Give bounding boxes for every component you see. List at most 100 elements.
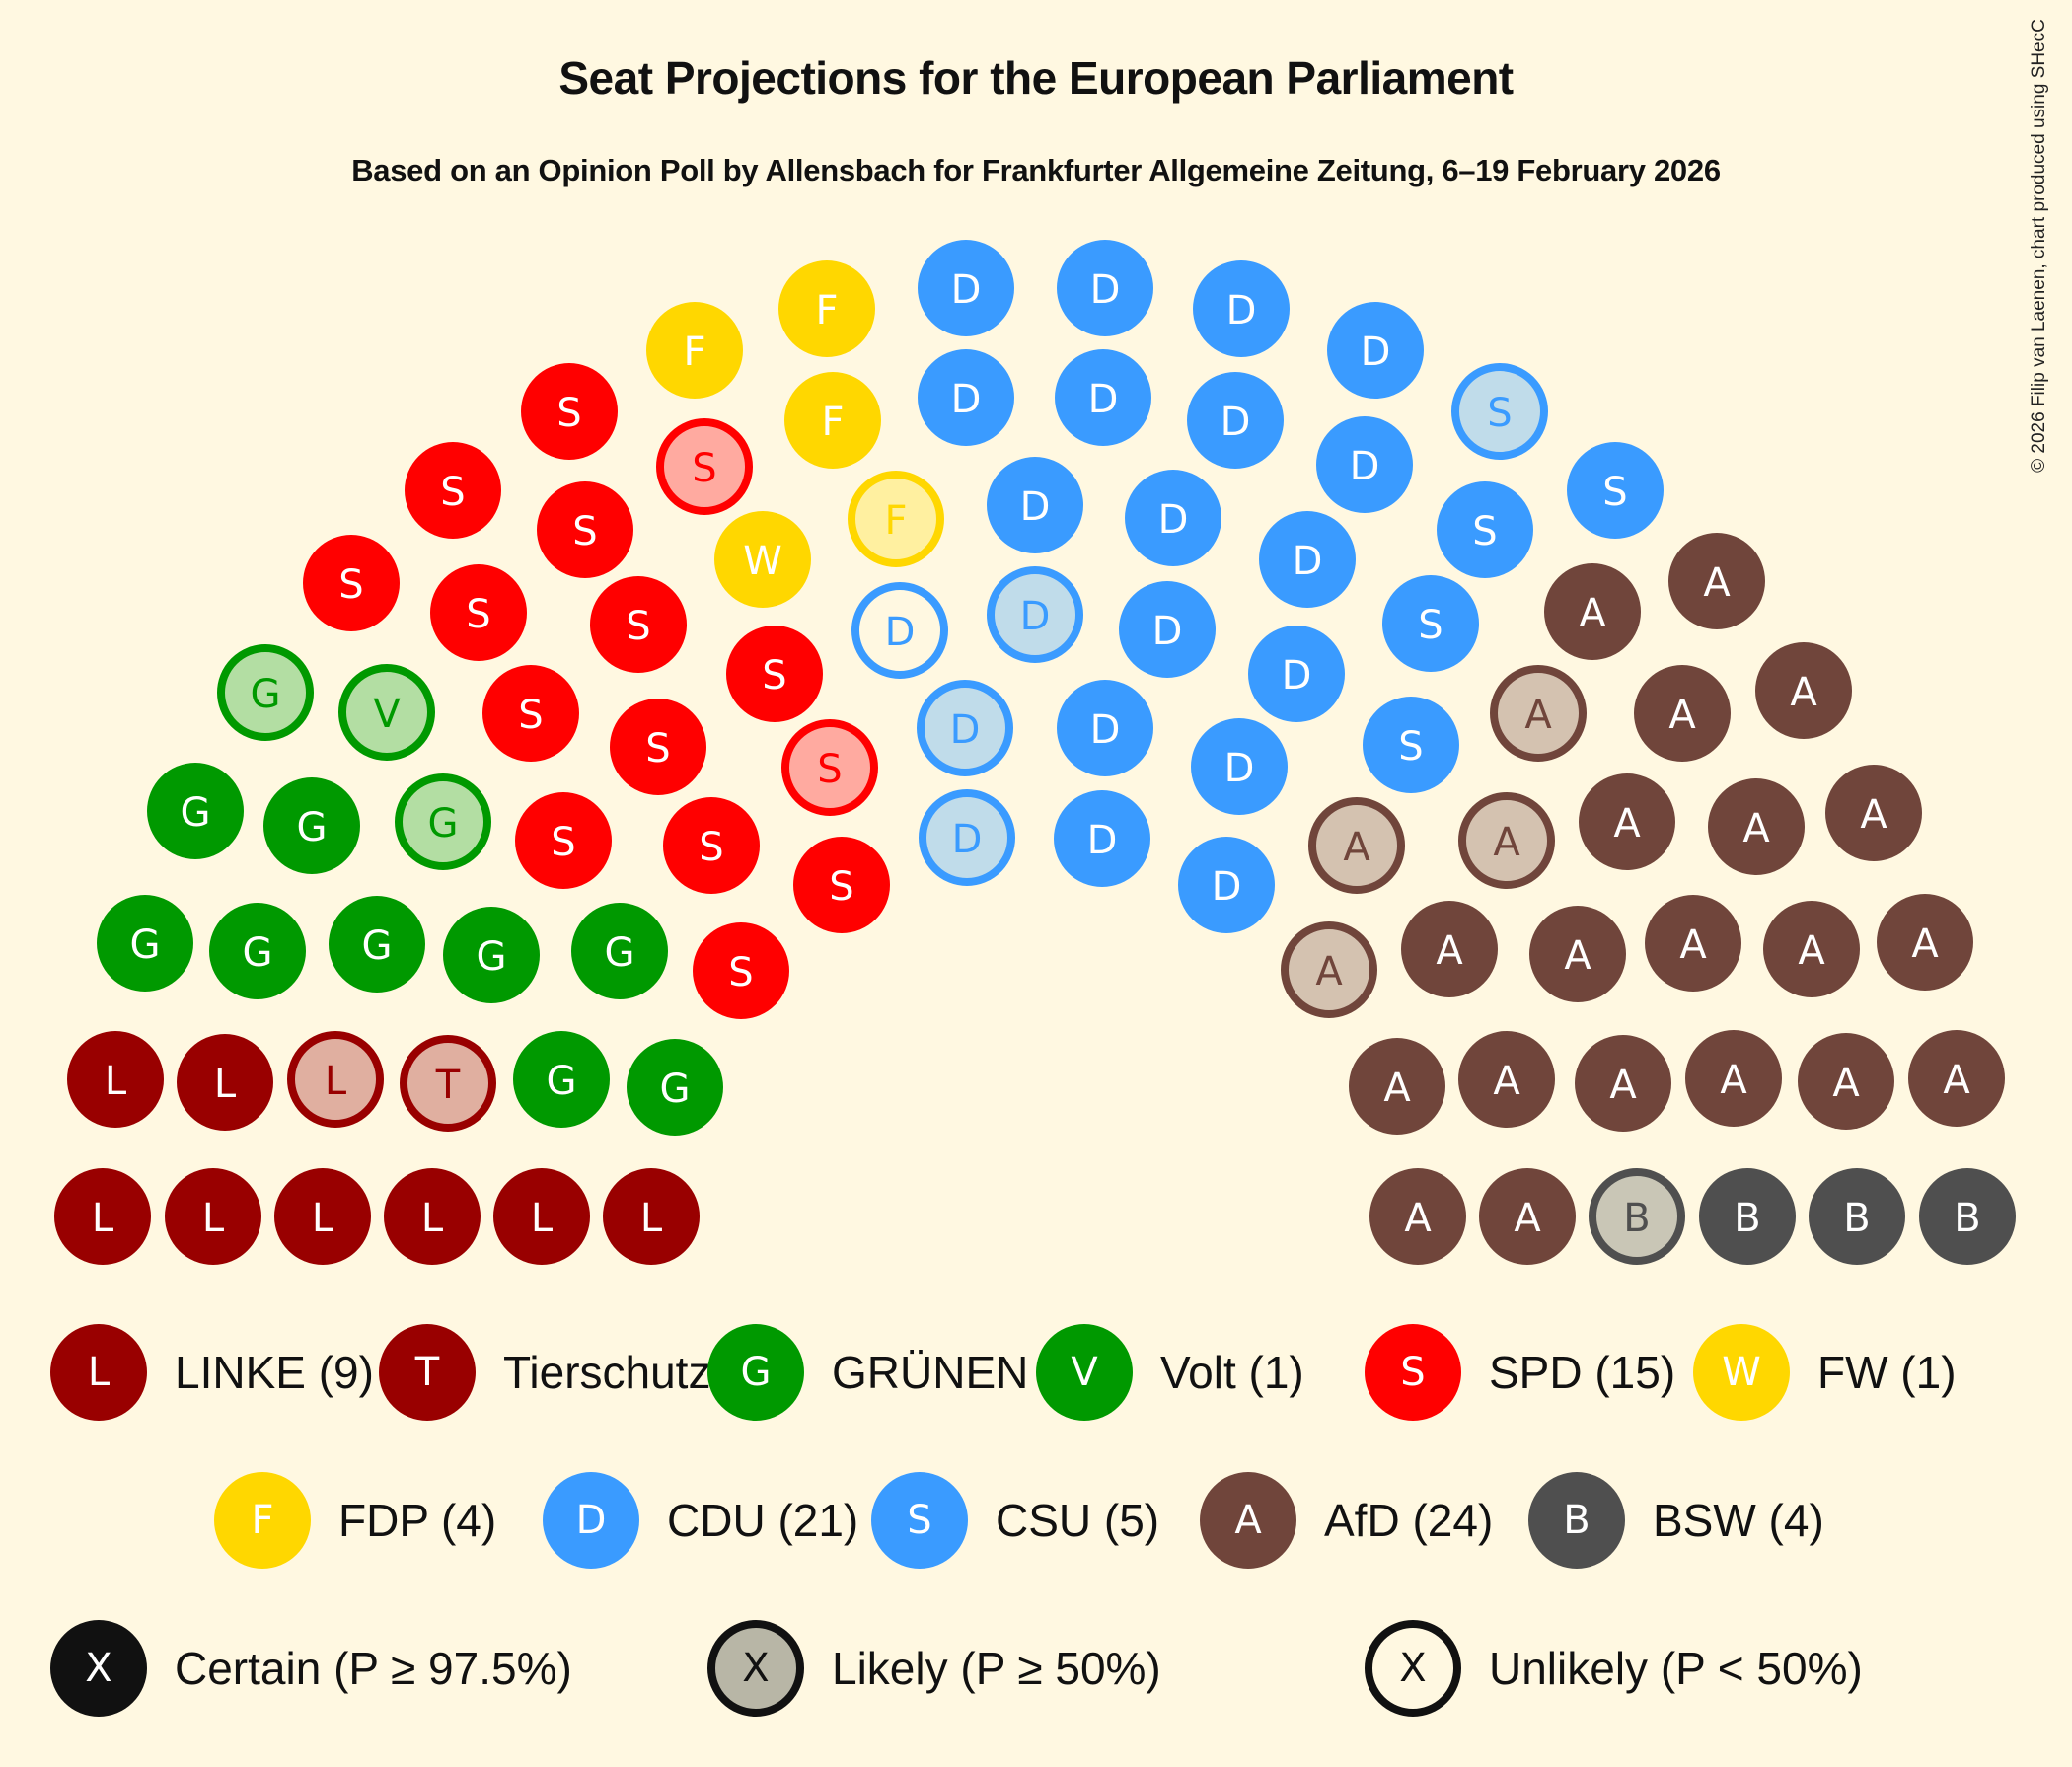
svg-text:G: G bbox=[362, 923, 393, 969]
svg-text:D: D bbox=[950, 707, 981, 753]
svg-text:S: S bbox=[1398, 724, 1423, 770]
seat-afd-likely: A bbox=[1458, 792, 1555, 889]
legend-item-csu: S CSU (5) bbox=[871, 1471, 1159, 1570]
svg-text:D: D bbox=[1350, 444, 1380, 489]
svg-text:D: D bbox=[1158, 497, 1189, 543]
legend-item-likely: X Likely (P ≥ 50%) bbox=[707, 1619, 1161, 1718]
seat-linke-certain: L bbox=[165, 1168, 261, 1265]
seat-spd-likely: S bbox=[656, 418, 753, 515]
svg-text:D: D bbox=[885, 610, 916, 655]
legend-dot-bsw: B bbox=[1528, 1472, 1625, 1569]
seat-gruenen-certain: G bbox=[571, 903, 668, 999]
legend-label: FW (1) bbox=[1817, 1347, 1957, 1398]
legend-dot-gruenen: G bbox=[707, 1324, 804, 1421]
seat-afd-certain: A bbox=[1634, 665, 1731, 762]
svg-text:A: A bbox=[1860, 792, 1887, 838]
chart-subtitle: Based on an Opinion Poll by Allensbach f… bbox=[351, 153, 1721, 187]
svg-text:A: A bbox=[1703, 560, 1731, 606]
svg-text:S: S bbox=[518, 693, 543, 738]
svg-text:S: S bbox=[699, 825, 723, 870]
legend-item-volt: V Volt (1) bbox=[1036, 1323, 1304, 1422]
svg-text:D: D bbox=[1090, 707, 1121, 753]
svg-text:A: A bbox=[1613, 801, 1641, 847]
seat-linke-certain: L bbox=[274, 1168, 371, 1265]
seat-afd-certain: A bbox=[1877, 894, 1973, 991]
seat-afd-certain: A bbox=[1458, 1031, 1555, 1128]
svg-text:G: G bbox=[547, 1059, 577, 1104]
legend-label: Likely (P ≥ 50%) bbox=[832, 1643, 1161, 1694]
seat-afd-certain: A bbox=[1755, 642, 1852, 739]
legend-label: BSW (4) bbox=[1653, 1495, 1824, 1546]
svg-text:B: B bbox=[1734, 1196, 1760, 1241]
seat-cdu-likely: D bbox=[919, 789, 1015, 886]
seat-spd-certain: S bbox=[693, 922, 789, 1019]
seat-gruenen-likely: G bbox=[395, 773, 491, 870]
seat-afd-certain: A bbox=[1529, 906, 1626, 1002]
svg-text:S: S bbox=[572, 509, 597, 554]
svg-text:L: L bbox=[105, 1059, 127, 1104]
seat-bsw-certain: B bbox=[1919, 1168, 2016, 1265]
seat-cdu-certain: D bbox=[987, 457, 1083, 553]
seat-spd-certain: S bbox=[590, 576, 687, 673]
svg-text:D: D bbox=[1282, 653, 1312, 699]
seat-cdu-certain: D bbox=[1057, 680, 1153, 776]
seat-afd-likely: A bbox=[1308, 797, 1405, 894]
seat-gruenen-certain: G bbox=[329, 896, 425, 993]
svg-text:D: D bbox=[1087, 818, 1118, 863]
seat-afd-certain: A bbox=[1708, 778, 1805, 875]
legend-dot-csu: S bbox=[871, 1472, 968, 1569]
svg-text:D: D bbox=[951, 377, 982, 422]
svg-text:S: S bbox=[626, 604, 650, 649]
legend-dot-cdu: D bbox=[543, 1472, 639, 1569]
seat-afd-likely: A bbox=[1490, 665, 1587, 762]
svg-text:A: A bbox=[1832, 1061, 1860, 1106]
legend-parties-row-1: L LINKE (9) T Tierschutz (1) G GRÜNEN (1… bbox=[0, 1323, 2072, 1422]
seat-cdu-certain: D bbox=[1187, 372, 1284, 469]
seat-afd-certain: A bbox=[1668, 533, 1765, 629]
svg-text:F: F bbox=[683, 330, 705, 375]
seat-spd-certain: S bbox=[521, 363, 618, 460]
seat-afd-certain: A bbox=[1579, 773, 1675, 870]
svg-text:S: S bbox=[338, 562, 363, 608]
seat-afd-certain: A bbox=[1763, 901, 1860, 997]
svg-text:G: G bbox=[477, 934, 507, 980]
svg-text:A: A bbox=[1493, 1059, 1520, 1104]
svg-text:S: S bbox=[440, 470, 465, 515]
svg-text:D: D bbox=[952, 817, 983, 862]
svg-text:A: A bbox=[1679, 922, 1707, 968]
seat-tierschutz-likely: T bbox=[400, 1035, 496, 1132]
svg-text:G: G bbox=[605, 930, 635, 976]
seat-cdu-certain: D bbox=[1125, 470, 1221, 566]
svg-text:G: G bbox=[130, 922, 161, 968]
legend-label: Certain (P ≥ 97.5%) bbox=[175, 1643, 572, 1694]
seat-afd-certain: A bbox=[1369, 1168, 1466, 1265]
svg-text:D: D bbox=[1152, 609, 1183, 654]
legend-dot-spd: S bbox=[1365, 1324, 1461, 1421]
seat-spd-certain: S bbox=[515, 792, 612, 889]
seat-cdu-certain: D bbox=[1327, 302, 1424, 399]
seat-gruenen-likely: G bbox=[217, 644, 314, 741]
svg-text:L: L bbox=[421, 1196, 444, 1241]
legend-item-afd: A AfD (24) bbox=[1200, 1471, 1493, 1570]
svg-text:B: B bbox=[1623, 1196, 1650, 1241]
legend-dot-fw: W bbox=[1693, 1324, 1790, 1421]
seat-spd-certain: S bbox=[405, 442, 501, 539]
seat-afd-certain: A bbox=[1825, 765, 1922, 861]
legend-item-fw: W FW (1) bbox=[1693, 1323, 1957, 1422]
seat-cdu-certain: D bbox=[918, 349, 1014, 446]
seat-fdp-certain: F bbox=[646, 302, 743, 399]
svg-text:L: L bbox=[312, 1196, 334, 1241]
svg-text:D: D bbox=[1226, 288, 1257, 333]
seat-cdu-certain: D bbox=[1259, 511, 1356, 608]
seat-gruenen-certain: G bbox=[513, 1031, 610, 1128]
seat-afd-certain: A bbox=[1685, 1030, 1782, 1127]
svg-text:G: G bbox=[251, 672, 281, 717]
seat-linke-likely: L bbox=[287, 1031, 384, 1128]
seat-cdu-certain: D bbox=[1316, 416, 1413, 513]
hemicycle-seats: L L L L L L L L L T G G G G G G G G G G G V S S S S S S S S S S S S S S S W F F… bbox=[54, 240, 2016, 1265]
legend-item-cdu: D CDU (21) bbox=[543, 1471, 858, 1570]
seat-cdu-certain: D bbox=[1248, 626, 1345, 722]
svg-text:S: S bbox=[728, 950, 753, 995]
svg-text:D: D bbox=[1020, 484, 1051, 530]
seat-spd-certain: S bbox=[726, 626, 823, 722]
